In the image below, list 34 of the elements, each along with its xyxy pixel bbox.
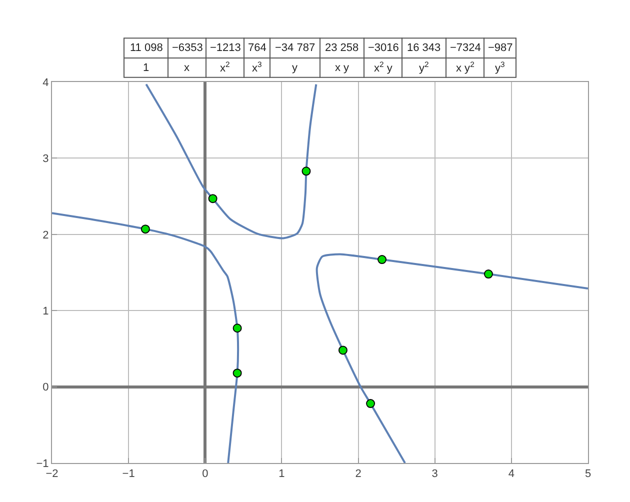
x-tick-label: 3 bbox=[432, 468, 438, 480]
x-tick-label: 1 bbox=[278, 468, 285, 480]
text: 23 258 bbox=[325, 42, 359, 54]
text: −6353 bbox=[172, 42, 203, 54]
x-tick-label: −2 bbox=[46, 468, 58, 480]
y-tick-label: 3 bbox=[42, 153, 49, 166]
text: 11 098 bbox=[130, 42, 163, 54]
text: x bbox=[184, 62, 190, 74]
text: 1 bbox=[143, 62, 150, 74]
text: −1213 bbox=[210, 42, 241, 54]
text: x$^{2}$ y bbox=[374, 60, 393, 75]
text: 764 bbox=[248, 42, 266, 54]
x-tick-label: 2 bbox=[355, 468, 362, 480]
x-tick-label: 4 bbox=[508, 468, 514, 480]
text: y$^{2}$ bbox=[419, 60, 429, 75]
y-tick-label: 0 bbox=[42, 382, 49, 394]
x-tick-label: 0 bbox=[202, 468, 208, 480]
text: 16 343 bbox=[407, 42, 441, 54]
text: −7324 bbox=[450, 42, 481, 54]
text: x$^{3}$ bbox=[252, 60, 262, 75]
y-tick-label: 2 bbox=[42, 229, 49, 242]
text: −3016 bbox=[368, 42, 399, 54]
y-tick-label: 1 bbox=[42, 305, 49, 318]
text: y$^{3}$ bbox=[495, 60, 505, 75]
text: −987 bbox=[488, 42, 513, 54]
text: x$^{2}$ bbox=[220, 60, 230, 75]
y-tick-label: 4 bbox=[42, 76, 49, 89]
text: −34 787 bbox=[275, 42, 316, 54]
x-tick-label: 5 bbox=[584, 468, 592, 480]
text: y bbox=[292, 62, 298, 74]
text: x y$^{2}$ bbox=[456, 60, 474, 75]
text: x y bbox=[335, 62, 350, 74]
x-tick-label: −1 bbox=[122, 468, 135, 480]
y-tick-label: −1 bbox=[36, 458, 49, 470]
